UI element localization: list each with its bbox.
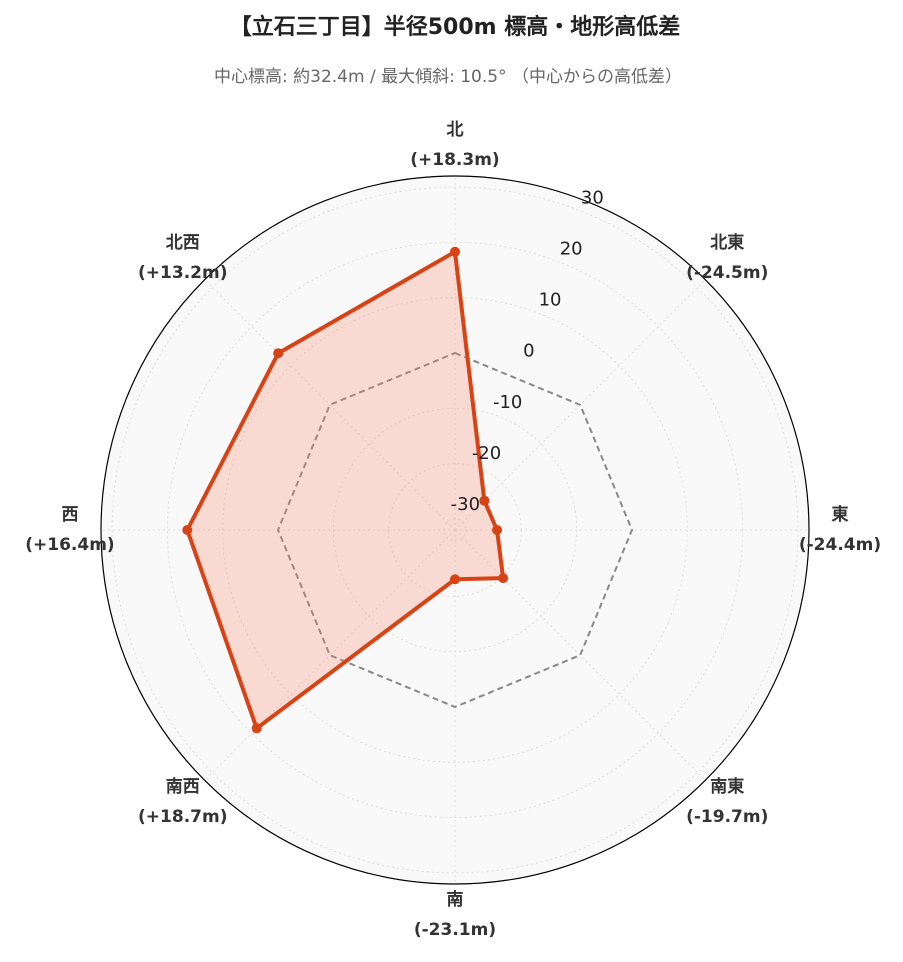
category-label: 北東	[710, 232, 744, 253]
grid-line	[222, 297, 688, 763]
category-label: 北	[447, 120, 464, 140]
value-label: (+18.3m)	[410, 150, 499, 170]
category-label: 南東	[710, 776, 744, 797]
y-tick-label: 10	[539, 290, 562, 311]
grid-line	[388, 463, 522, 597]
outer-ring	[100, 175, 810, 885]
value-label: (-24.5m)	[686, 263, 768, 283]
y-tick-label: 20	[560, 238, 583, 259]
value-label: (+16.4m)	[25, 535, 114, 555]
area	[187, 251, 504, 729]
category-label: 西	[62, 505, 79, 525]
y-tick-label: -20	[472, 443, 501, 464]
grid-line	[166, 241, 744, 819]
category-label: 東	[832, 504, 849, 525]
category-label: 南	[447, 889, 464, 910]
value-label: (+13.2m)	[138, 263, 227, 283]
grid-line	[111, 186, 799, 874]
y-tick-label: -10	[493, 392, 522, 413]
y-tick-label: 30	[581, 187, 604, 208]
y-tick-label: -30	[451, 494, 480, 515]
marker	[479, 495, 490, 506]
y-tick-label: 0	[523, 341, 534, 362]
chart-subtitle: 中心標高: 約32.4m / 最大傾斜: 10.5° （中心からの高低差）	[214, 67, 682, 87]
marker	[273, 348, 284, 359]
chart-title: 【立石三丁目】半径500m 標高・地形高低差	[230, 14, 681, 40]
spoke	[204, 279, 456, 531]
zero-line	[276, 351, 634, 709]
marker	[498, 573, 509, 584]
grid-line	[332, 407, 578, 653]
category-label: 南西	[166, 776, 200, 797]
spoke	[454, 529, 706, 781]
marker	[251, 723, 262, 734]
marker	[450, 574, 460, 585]
spoke	[204, 529, 456, 781]
grid-line	[443, 518, 467, 542]
value-label: (-19.7m)	[686, 807, 768, 827]
value-label: (-24.4m)	[799, 535, 881, 555]
marker	[182, 525, 193, 535]
category-label: 北西	[166, 233, 200, 253]
value-label: (+18.7m)	[138, 807, 227, 827]
value-label: (-23.1m)	[414, 920, 496, 940]
marker	[492, 525, 503, 535]
marker	[450, 246, 460, 257]
